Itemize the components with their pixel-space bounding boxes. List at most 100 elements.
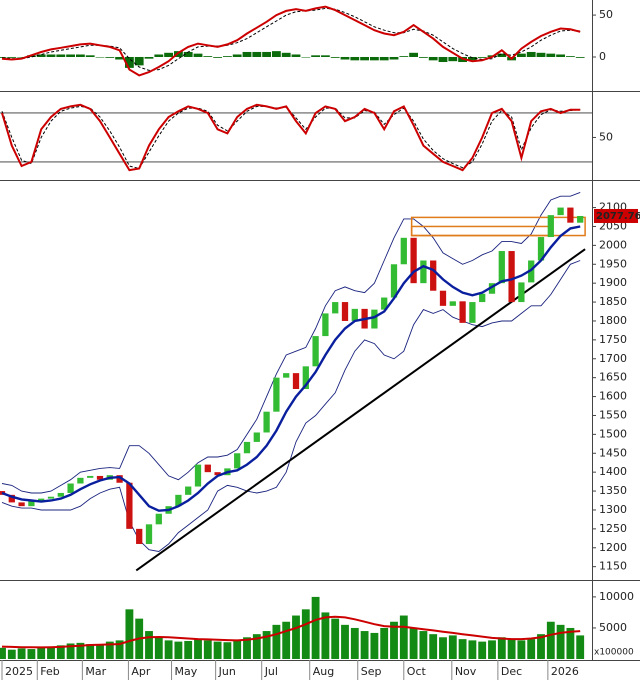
last-price-label: 2077.76 — [596, 211, 640, 222]
macd-histogram-bar — [320, 55, 330, 57]
y-tick-label: 1800 — [599, 314, 627, 327]
macd-histogram-bar — [105, 56, 115, 58]
y-tick-label: 50 — [599, 130, 613, 143]
stoch-k-line — [1, 103, 581, 172]
x-tick-label: Sep — [361, 665, 382, 678]
y-tick-label: 1150 — [599, 560, 627, 573]
volume-bar — [154, 637, 163, 660]
y-tick-label: 1400 — [599, 465, 627, 478]
macd-histogram-bar — [565, 56, 575, 57]
candle — [292, 373, 300, 390]
volume-bar — [223, 642, 232, 660]
volume-bar — [566, 627, 575, 660]
candle — [136, 528, 143, 544]
macd-histogram-bar — [271, 51, 281, 57]
y-tick-label: 1300 — [599, 503, 627, 516]
macd-histogram-bar — [164, 52, 174, 57]
candle — [273, 377, 280, 412]
volume-bar — [429, 634, 438, 660]
macd-histogram-bar — [124, 56, 134, 68]
candle — [528, 260, 535, 283]
macd-histogram-bar — [7, 56, 17, 58]
candle — [194, 464, 202, 487]
candle — [8, 494, 15, 503]
trendline — [135, 248, 586, 572]
bollinger-upper — [1, 191, 581, 494]
macd-histogram-bar — [399, 56, 409, 57]
macd-histogram-bar — [222, 56, 232, 57]
candle — [341, 302, 349, 321]
y-tick-label: 1700 — [599, 352, 627, 365]
volume-bar — [478, 641, 487, 660]
candle — [439, 290, 447, 306]
volume-bar — [243, 637, 251, 660]
volume-bar — [448, 635, 457, 660]
volume-bar — [311, 596, 320, 660]
volume-bar — [145, 631, 153, 660]
candle — [479, 293, 486, 303]
volume-bar — [488, 640, 496, 660]
volume-bar — [66, 643, 75, 660]
candle — [508, 251, 515, 303]
volume-bar — [194, 639, 202, 660]
candle — [557, 207, 564, 216]
x-tick-label: Feb — [40, 665, 59, 678]
y-tick-label: 1550 — [599, 408, 627, 421]
candle — [126, 482, 133, 529]
y-tick-label: 1250 — [599, 522, 627, 535]
candle — [38, 498, 45, 501]
candle — [459, 301, 466, 323]
volume-bar — [203, 640, 212, 660]
panel-frames — [0, 0, 640, 661]
volume-bar — [331, 618, 340, 660]
volume-bar — [341, 624, 349, 660]
y-tick-label: 1900 — [599, 276, 627, 289]
candle — [145, 524, 153, 544]
volume-bar — [497, 637, 506, 660]
volume-bar — [439, 637, 447, 660]
macd-histogram-bar — [467, 56, 477, 61]
y-tick-label: 1200 — [599, 541, 627, 554]
volume-bar — [105, 641, 114, 660]
macd-histogram-bar — [526, 51, 536, 57]
unit-label: x100000 — [594, 648, 634, 658]
volume-bar — [527, 639, 536, 660]
candle — [116, 475, 123, 483]
volume-bar — [115, 640, 124, 660]
macd-histogram-bar — [428, 56, 438, 61]
x-tick-label: 2026 — [551, 665, 579, 678]
candle — [537, 237, 545, 261]
candle — [390, 264, 398, 298]
volume-bar — [125, 609, 134, 660]
macd-histogram-bar — [183, 51, 193, 57]
macd-line — [1, 5, 581, 77]
volume-bar — [292, 615, 300, 660]
x-tick-label: Dec — [501, 665, 522, 678]
candle — [371, 309, 378, 329]
y-tick-label: 0 — [599, 50, 606, 63]
volume-bar — [576, 635, 585, 660]
candle — [283, 373, 290, 378]
candle — [410, 237, 417, 284]
x-tick-label: 2025 — [5, 665, 33, 678]
volume-bar — [517, 640, 526, 660]
volume-ma — [1, 615, 581, 649]
candle — [547, 215, 554, 238]
y-tick-label: 1600 — [599, 390, 627, 403]
macd-histogram-bar — [36, 54, 46, 57]
volume-bar — [507, 639, 516, 660]
candle — [243, 441, 251, 454]
candle — [263, 411, 270, 433]
candle — [498, 251, 505, 284]
y-tick-label: 2000 — [599, 238, 627, 251]
y-tick-label: 1650 — [599, 371, 627, 384]
volume-bar — [164, 640, 173, 660]
volume-bar — [360, 631, 369, 660]
candle — [430, 260, 437, 291]
candle — [518, 282, 525, 303]
macd-histogram-bar — [379, 56, 389, 61]
candle — [312, 336, 319, 367]
volume-bar — [252, 634, 261, 660]
